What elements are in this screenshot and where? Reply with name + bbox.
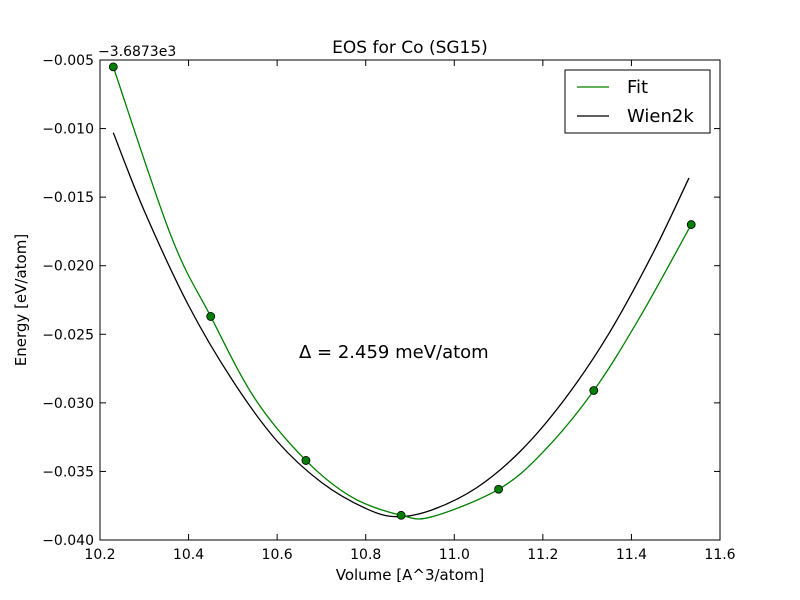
- x-tick-label: 11.4: [616, 547, 647, 563]
- series-line-fit: [112, 66, 692, 520]
- x-tick-label: 10.8: [350, 547, 381, 563]
- y-axis-offset-label: −3.6873e3: [98, 44, 176, 60]
- y-axis-ticks: −0.005 −0.010 −0.015 −0.020 −0.025 −0.030 −0.0…: [42, 53, 720, 549]
- x-tick-label: 10.4: [173, 547, 204, 563]
- x-tick-label: 10.6: [262, 547, 293, 563]
- y-tick-label: −0.025: [42, 327, 94, 343]
- data-point-fit: [589, 386, 599, 395]
- x-tick-label: 10.2: [84, 547, 115, 563]
- series-line-wien2k: [112, 132, 690, 518]
- y-tick-label: −0.005: [42, 53, 94, 69]
- data-point-fit: [301, 456, 311, 465]
- chart-title: EOS for Co (SG15): [332, 38, 488, 58]
- data-point-fit: [206, 312, 216, 321]
- series-layer: [112, 66, 692, 520]
- data-point-fit: [108, 62, 118, 72]
- x-tick-label: 11.6: [704, 547, 735, 563]
- y-tick-label: −0.015: [42, 190, 94, 206]
- y-axis-label: Energy [eV/atom]: [12, 234, 30, 366]
- legend-label-fit: Fit: [627, 77, 648, 98]
- data-point-fit: [396, 510, 406, 520]
- marker-layer: [108, 62, 696, 520]
- x-tick-label: 11.2: [527, 547, 558, 563]
- delta-annotation: Δ = 2.459 meV/atom: [299, 342, 489, 363]
- x-axis-ticks: 10.2 10.4 10.6 10.8 11.0 11.2 11.4 11.6: [84, 60, 736, 563]
- data-point-fit: [686, 220, 696, 229]
- legend-box: [564, 69, 711, 134]
- plot-area: [108, 62, 696, 520]
- x-tick-label: 11.0: [439, 547, 470, 563]
- y-tick-label: −0.035: [42, 464, 94, 480]
- y-tick-label: −0.010: [42, 122, 94, 138]
- axes-frame: [99, 59, 721, 541]
- y-tick-label: −0.040: [42, 533, 94, 549]
- x-axis-label: Volume [A^3/atom]: [336, 566, 485, 584]
- data-point-fit: [494, 484, 503, 494]
- legend: Fit Wien2k: [564, 69, 711, 134]
- legend-label-wien2k: Wien2k: [627, 106, 694, 127]
- y-tick-label: −0.030: [42, 396, 94, 412]
- y-tick-label: −0.020: [42, 259, 94, 275]
